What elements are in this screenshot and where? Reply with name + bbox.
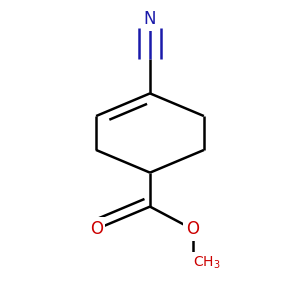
Text: CH$_3$: CH$_3$	[193, 255, 220, 272]
Text: O: O	[90, 220, 103, 238]
Text: N: N	[144, 10, 156, 28]
Text: O: O	[186, 220, 199, 238]
